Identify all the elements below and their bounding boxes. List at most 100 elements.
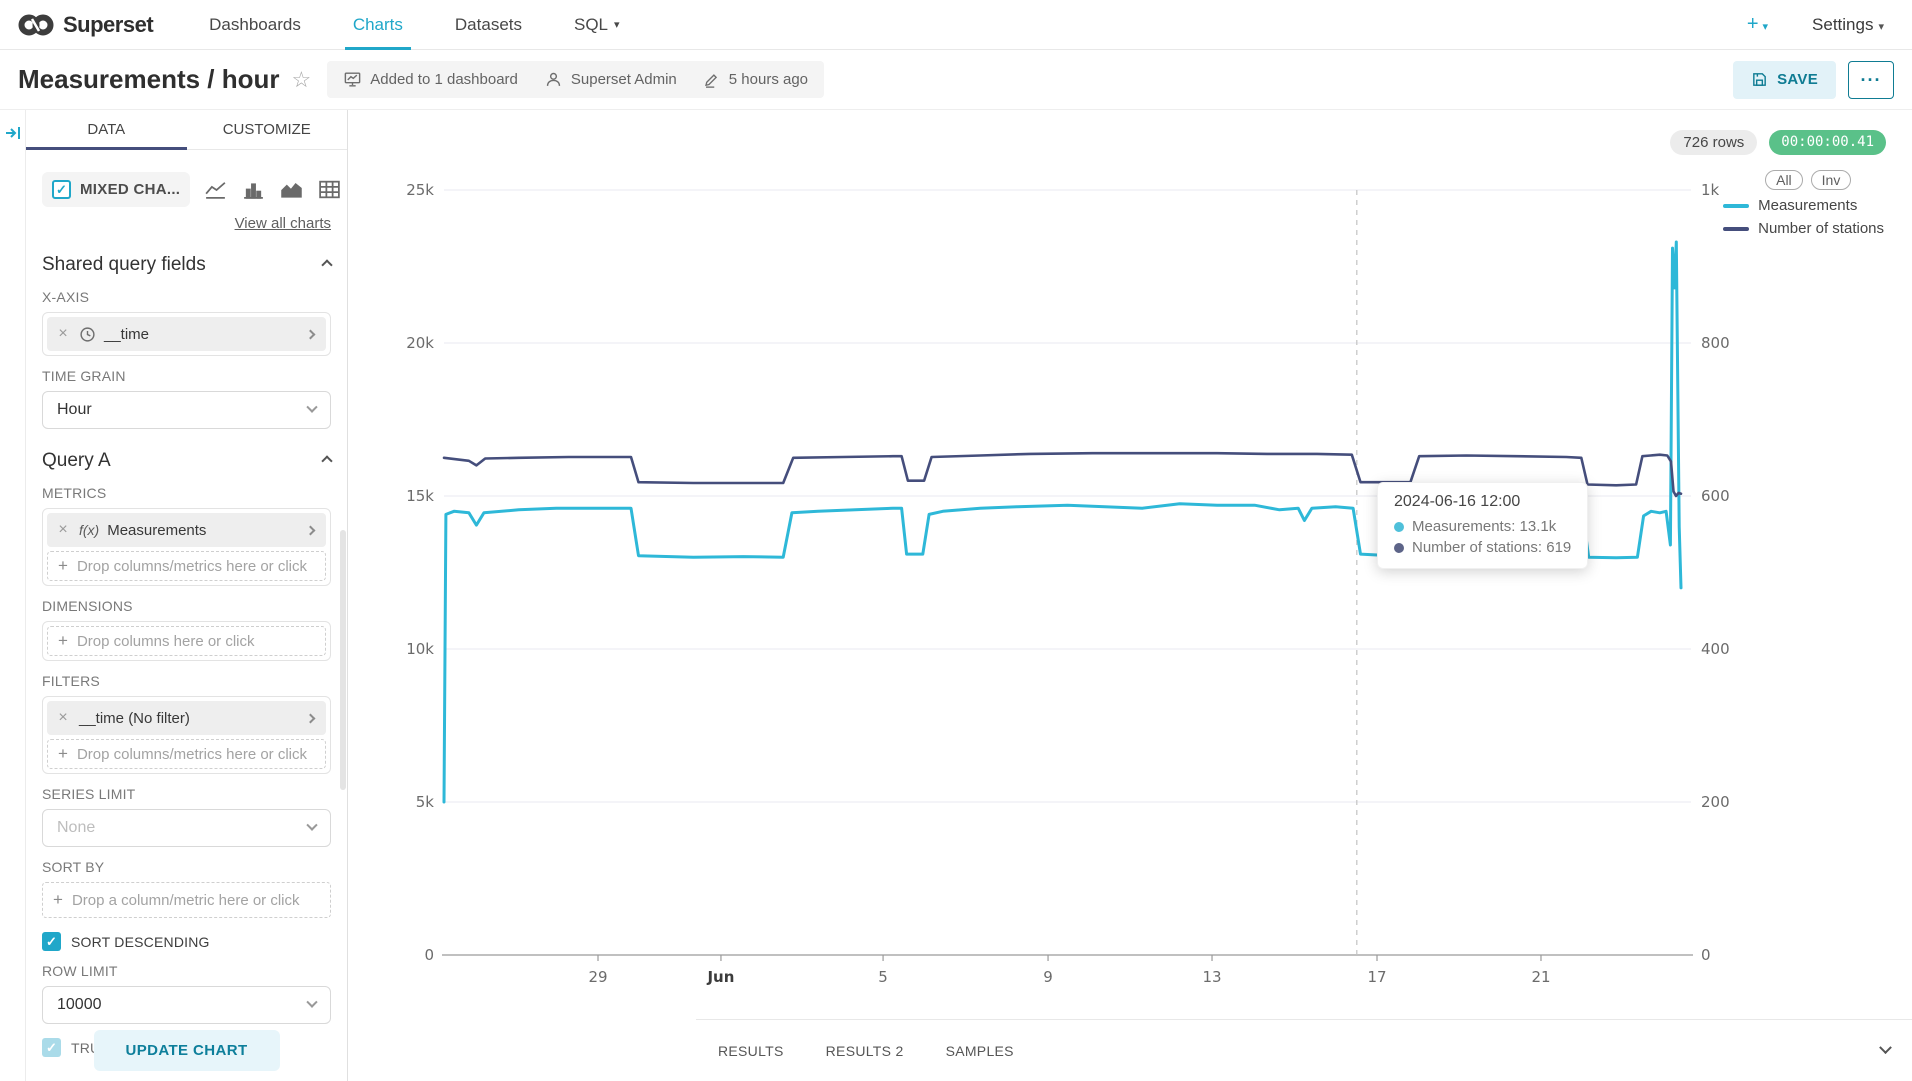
x-axis-tick-label: 29 [588,968,607,986]
new-item-menu[interactable]: + ▾ [1746,13,1769,35]
filter-value-pill[interactable]: × __time (No filter) [47,701,326,735]
metric-value-pill[interactable]: × f(x) Measurements [47,513,326,547]
legend-item-0[interactable]: Measurements [1723,197,1884,214]
query-a-header[interactable]: Query A [42,449,333,473]
y-axis-right-label: 800 [1701,334,1730,352]
y-axis-left-label: 20k [406,334,434,352]
area-chart-icon[interactable] [279,177,304,202]
x-axis-control: × __time [42,312,331,356]
viz-type-selected[interactable]: ✓ MIXED CHA... [42,172,191,207]
top-nav: Superset Dashboards Charts Datasets SQL ▾ + ▾… [0,0,1912,50]
chevron-up-icon [321,455,333,467]
clock-icon [79,326,96,343]
user-icon [544,70,563,89]
checkbox-checked-icon: ✓ [52,180,71,199]
sort-descending-checkbox[interactable]: ✓ [42,932,61,951]
panel-tab-data[interactable]: DATA [26,110,187,150]
chevron-right-icon[interactable] [305,329,316,339]
legend-all-button[interactable]: All [1765,170,1803,190]
metrics-dropzone[interactable]: + Drop columns/metrics here or click [47,551,326,581]
bar-chart-icon[interactable] [241,177,266,202]
more-options-button[interactable]: ··· [1848,60,1894,99]
chart-tooltip: 2024-06-16 12:00 Measurements: 13.1k Numb… [1377,482,1589,569]
plus-icon: + [58,556,68,575]
x-axis-tick-label: 5 [878,968,888,986]
chart-canvas[interactable]: 0 0 5k 200 10k 400 15k 600 20k 800 25k 1k 29 Jun 5 9 13 1… [348,110,1911,1010]
legend-swatch [1723,203,1750,208]
truncate-metric-checkbox[interactable]: ✓ [42,1038,61,1057]
superset-logo[interactable]: Superset [0,0,183,49]
y-axis-right-label: 400 [1701,640,1730,658]
chevron-down-icon [306,996,318,1008]
save-button[interactable]: SAVE [1733,60,1836,99]
main-content: DATA CUSTOMIZE ✓ MIXED CHA... 4k View all… [0,110,1912,1081]
y-axis-left-label: 10k [406,640,434,658]
filters-control: × __time (No filter) + Drop columns/metr… [42,696,331,774]
page-title: Measurements / hour [18,64,280,94]
results-tab-samples[interactable]: SAMPLES [945,1042,1014,1059]
viz-type-shortcuts: 4k [203,177,347,202]
row-limit-select[interactable]: 10000 [42,986,331,1024]
meta-dashboard[interactable]: Added to 1 dashboard [343,70,518,89]
y-axis-right-label: 0 [1701,946,1711,964]
caret-down-icon: ▾ [614,19,620,31]
tooltip-item: Measurements: 13.1k [1394,518,1571,535]
table-icon[interactable] [317,177,342,202]
remove-icon[interactable]: × [58,709,68,726]
x-axis-value-pill[interactable]: × __time [47,317,326,351]
shared-query-fields-header[interactable]: Shared query fields [42,253,333,277]
filters-label: FILTERS [42,673,100,689]
view-all-charts-link[interactable]: View all charts [234,215,331,232]
series-limit-label: SERIES LIMIT [42,786,136,802]
y-axis-left-label: 25k [406,181,434,199]
line-chart-icon[interactable] [203,177,228,202]
nav-item-datasets[interactable]: Datasets [454,14,522,34]
nav-item-dashboards[interactable]: Dashboards [209,14,301,34]
update-chart-button[interactable]: UPDATE CHART [93,1030,280,1071]
y-axis-right-label: 200 [1701,793,1730,811]
panel-collapse-rail[interactable] [0,110,26,1081]
chevron-right-icon[interactable] [305,713,316,723]
remove-icon[interactable]: × [58,521,68,538]
results-tab-results[interactable]: RESULTS [718,1042,784,1059]
collapse-results-chevron[interactable] [1879,1040,1892,1060]
panel-tab-customize[interactable]: CUSTOMIZE [222,121,311,138]
chart-area: 726 rows 00:00:00.41 All Inv Measurements… [348,110,1912,1081]
panel-scrollbar[interactable] [340,530,346,790]
series-line-1 [442,451,1683,498]
y-axis-left-label: 0 [424,946,434,964]
remove-icon[interactable]: × [58,325,68,342]
meta-user[interactable]: Superset Admin [544,70,677,89]
series-dot-icon [1394,542,1404,553]
chevron-right-icon[interactable] [305,525,316,535]
data-panel: DATA CUSTOMIZE ✓ MIXED CHA... 4k View all… [0,110,348,1081]
nav-item-sql[interactable]: SQL ▾ [574,14,620,34]
caret-down-icon: ▾ [1878,20,1884,33]
primary-nav: Dashboards Charts Datasets SQL ▾ [183,0,645,50]
filters-dropzone[interactable]: + Drop columns/metrics here or click [47,739,326,769]
legend-inv-button[interactable]: Inv [1810,170,1852,190]
favorite-star-icon[interactable]: ☆ [291,66,312,92]
superset-infinity-icon [18,14,54,35]
results-tab-results-2[interactable]: RESULTS 2 [825,1042,904,1059]
row-count-badge: 726 rows [1670,130,1758,155]
settings-menu[interactable]: Settings ▾ [1812,14,1884,34]
legend-item-1[interactable]: Number of stations [1723,220,1884,237]
chart-legend: All Inv Measurements Number of stations [1723,170,1884,237]
chevron-down-icon [306,401,318,413]
y-axis-left-label: 5k [416,793,435,811]
series-limit-select[interactable]: None [42,809,331,847]
time-grain-label: TIME GRAIN [42,368,126,384]
dimensions-control: + Drop columns here or click [42,621,331,661]
sort-by-dropzone[interactable]: + Drop a column/metric here or click [42,882,331,918]
nav-item-charts[interactable]: Charts [327,0,429,50]
chart-metadata: Added to 1 dashboard Superset Admin 5 hour… [327,61,825,98]
y-axis-right-label: 600 [1701,487,1730,505]
dimensions-dropzone[interactable]: + Drop columns here or click [47,626,326,656]
meta-pencil[interactable]: 5 hours ago [703,71,808,89]
row-limit-label: ROW LIMIT [42,963,118,979]
time-grain-select[interactable]: Hour [42,391,331,429]
caret-down-icon: ▾ [1762,21,1769,33]
series-line-0 [442,240,1683,804]
tooltip-item: Number of stations: 619 [1394,539,1571,556]
